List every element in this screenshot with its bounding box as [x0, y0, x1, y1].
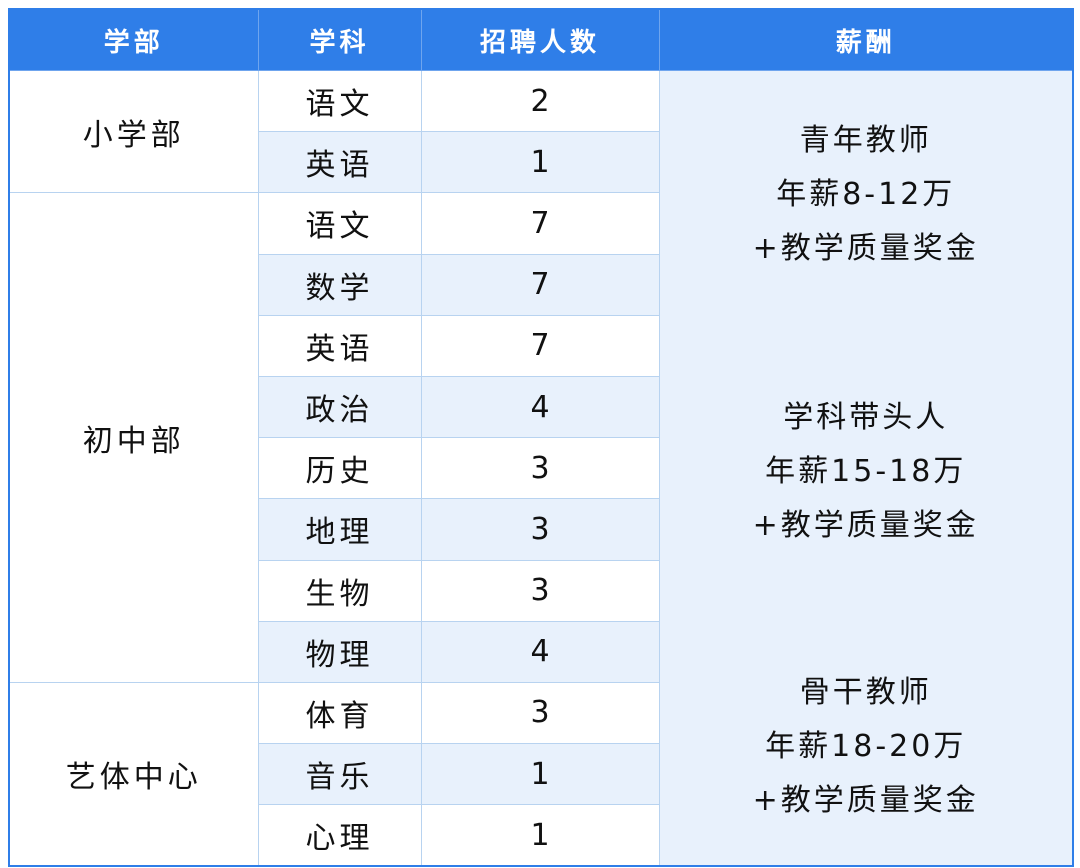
- subject-cell: 生物: [257, 559, 422, 622]
- subject-cell: 数学: [257, 253, 422, 316]
- count-cell: 1: [420, 743, 660, 806]
- count-cell: 3: [420, 437, 660, 500]
- subject-cell: 地理: [257, 498, 422, 561]
- count-cell: 3: [420, 681, 660, 745]
- subject-cell: 语文: [257, 69, 422, 133]
- subject-cell: 音乐: [257, 743, 422, 806]
- salary-pay: 年薪15-18万: [765, 454, 967, 489]
- subject-cell: 英语: [257, 131, 422, 194]
- header-dept: 学部: [8, 8, 259, 71]
- table-row: 物理 4: [9, 620, 1073, 683]
- subject-cell: 英语: [257, 314, 422, 377]
- table-row: 小学部 语文 2 青年教师 年薪8-12万 +教学质量奖金 学科带头人 年薪15…: [8, 69, 1074, 867]
- subject-cell: 物理: [257, 620, 422, 683]
- dept-cell: 初中部: [8, 192, 259, 683]
- table-row: 数学 7: [9, 253, 1073, 316]
- header-salary: 薪酬: [658, 8, 1074, 71]
- salary-group: 青年教师 年薪8-12万 +教学质量奖金: [660, 114, 1073, 276]
- salary-pay: 年薪8-12万: [776, 177, 956, 212]
- salary-title: 骨干教师: [799, 675, 932, 710]
- subject-cell: 语文: [257, 192, 422, 255]
- header-row: 学部 学科 招聘人数 薪酬: [8, 8, 1074, 71]
- table-row: 政治 4: [9, 375, 1073, 439]
- salary-group: 骨干教师 年薪18-20万 +教学质量奖金: [660, 666, 1073, 828]
- count-cell: 7: [420, 192, 660, 255]
- subject-cell: 历史: [257, 437, 422, 500]
- salary-pay: 年薪18-20万: [765, 729, 967, 764]
- table-row: 地理 3: [9, 498, 1073, 561]
- subject-cell: 政治: [257, 375, 422, 439]
- header-subject: 学科: [257, 8, 422, 71]
- count-cell: 1: [420, 804, 660, 867]
- count-cell: 3: [420, 498, 660, 561]
- table-row: 心理 1: [9, 804, 1073, 867]
- count-cell: 2: [420, 69, 660, 133]
- table-row: 音乐 1: [9, 743, 1073, 806]
- count-cell: 4: [420, 375, 660, 439]
- subject-cell: 体育: [257, 681, 422, 745]
- recruitment-table: 学部 学科 招聘人数 薪酬 小学部 语文 2 青年教师 年薪8-12万 +教学质…: [8, 8, 1074, 868]
- count-cell: 7: [420, 253, 660, 316]
- salary-title: 学科带头人: [783, 400, 949, 435]
- salary-cell: 青年教师 年薪8-12万 +教学质量奖金 学科带头人 年薪15-18万 +教学质…: [658, 70, 1074, 867]
- dept-cell: 艺体中心: [8, 681, 259, 867]
- header-count: 招聘人数: [420, 8, 660, 71]
- table-row: 艺体中心 体育 3: [8, 681, 1073, 867]
- count-cell: 1: [420, 131, 660, 194]
- salary-bonus: +教学质量奖金: [752, 231, 979, 266]
- table-row: 历史 3: [9, 437, 1073, 500]
- count-cell: 4: [420, 620, 660, 683]
- table-row: 英语 1: [9, 131, 1073, 194]
- table-row: 生物 3: [9, 559, 1073, 622]
- salary-bonus: +教学质量奖金: [752, 508, 979, 543]
- count-cell: 3: [420, 559, 660, 622]
- salary-title: 青年教师: [799, 123, 932, 158]
- subject-cell: 心理: [257, 804, 422, 867]
- count-cell: 7: [420, 314, 660, 377]
- salary-bonus: +教学质量奖金: [752, 783, 979, 818]
- salary-group: 学科带头人 年薪15-18万 +教学质量奖金: [660, 391, 1073, 553]
- dept-cell: 小学部: [8, 69, 259, 194]
- table-row: 英语 7: [9, 314, 1073, 377]
